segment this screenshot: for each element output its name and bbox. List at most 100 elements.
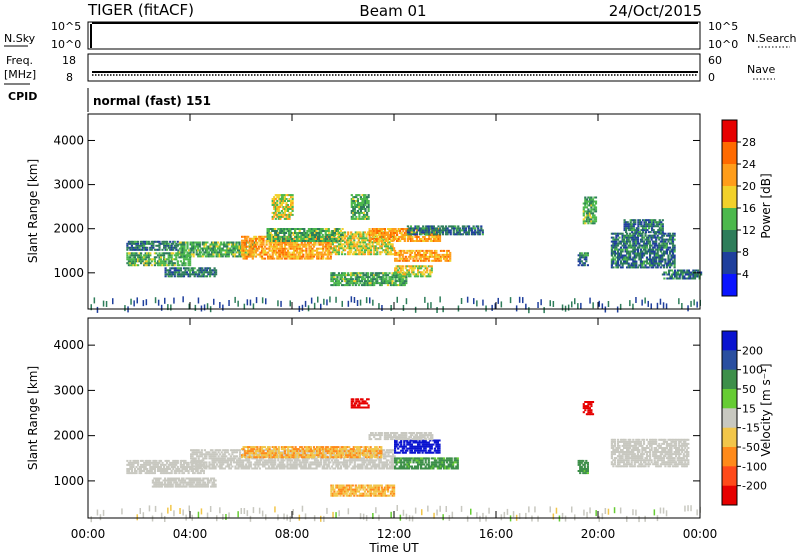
heatmap-cell-1059 [290,243,293,246]
heatmap-cell-1877 [320,228,323,230]
heatmap-cell-2401 [398,251,401,254]
heatmap-cell-2725 [379,276,382,279]
heatmap-cell-3307 [639,262,642,265]
heatmap-cell-2759 [389,284,393,287]
heatmap-cell-1718 [277,232,280,234]
heatmap-cell-3562 [668,234,672,237]
heatmap-cell-3074 [612,240,615,243]
heatmap-cell-87 [149,262,152,265]
heatmap-cell-2086 [408,238,411,240]
heatmap-cell-2820 [405,276,408,279]
heatmap-cell-173 [175,459,178,462]
heatmap-cell-1217 [316,249,319,252]
heatmap-cell-914 [267,247,270,250]
heatmap-cell-3093 [615,260,618,263]
heatmap-cell-3884 [279,204,282,206]
heatmap-cell-561 [232,243,235,246]
heatmap-cell-3149 [621,248,624,251]
heatmap-cell-1098 [296,245,299,248]
heatmap-cell-634 [269,463,272,466]
heatmap-cell-3393 [649,240,652,243]
heatmap-cell-2457 [420,259,423,262]
heatmap-cell-579 [236,245,240,248]
heatmap-cell-2446 [415,253,418,256]
heatmap-cell-1935 [338,234,341,236]
heatmap-cell-582 [258,467,261,470]
heatmap-cell-331 [203,457,206,460]
heatmap-cell-182 [179,470,182,472]
ground-speckle-4096 [154,297,157,304]
heatmap-cell-174 [176,470,179,472]
heatmap-cell-678 [179,275,182,278]
heatmap-cell-1501 [363,249,367,252]
heatmap-cell-1810 [303,230,306,232]
heatmap-cell-3331 [641,238,644,241]
heatmap-cell-764 [215,273,218,276]
heatmap-cell-33 [135,470,138,472]
heatmap-cell-3329 [641,244,644,247]
heatmap-cell-1232 [319,251,322,254]
heatmap-cell-2907 [424,265,427,268]
heatmap-cell-1908 [330,240,333,242]
heatmap-cell-844 [253,237,256,240]
heatmap-cell-3341 [642,246,646,249]
heatmap-cell-1332 [334,241,337,244]
heatmap-cell-3417 [652,246,655,249]
heatmap-cell-0 [126,262,129,265]
heatmap-cell-1270 [325,241,328,244]
heatmap-cell-2424 [407,259,410,262]
heatmap-cell-3254 [633,260,636,263]
heatmap-cell-2003 [383,232,386,234]
heatmap-cell-1056 [290,253,293,256]
heatmap-cell-2228 [419,231,422,234]
heatmap-cell-796 [244,237,247,240]
heatmap-cell-3279 [635,240,638,243]
heatmap-cell-3024 [591,212,595,215]
heatmap-cell-1166 [308,257,311,260]
heatmap-cell-3370 [645,236,649,239]
heatmap-cell-2234 [420,227,423,230]
ground-speckle-4138 [335,296,337,303]
heatmap-cell-2465 [421,249,424,252]
heatmap-cell-1067 [291,251,294,254]
heatmap-cell-648 [169,275,172,278]
heatmap-cell-3364 [645,250,649,253]
heatmap-cell-4062 [364,196,367,199]
heatmap-cell-2835 [398,271,401,274]
heatmap-cell-2681 [367,278,370,281]
heatmap-cell-2419 [404,251,407,254]
heatmap-cell-3492 [661,256,664,259]
heatmap-cell-2027 [391,240,394,242]
heatmap-cell-3306 [639,264,642,267]
heatmap-cell-3316 [639,240,642,243]
heatmap-cell-1242 [320,251,323,254]
heatmap-cell-275 [149,248,152,251]
heatmap-cell-2981 [585,210,588,213]
heatmap-cell-1572 [376,251,379,254]
heatmap-cell-1575 [376,243,379,246]
heatmap-cell-2099 [411,240,414,242]
heatmap-cell-918 [268,257,271,260]
heatmap-cell-2380 [480,227,483,230]
heatmap-cell-2222 [415,227,419,230]
heatmap-cell-2567 [334,280,337,283]
heatmap-cell-271 [146,242,149,245]
heatmap-cell-1981 [377,238,380,240]
heatmap-cell-3936 [286,194,290,197]
heatmap-cell-642 [271,465,274,468]
heatmap-cell-166 [173,461,176,464]
heatmap-cell-1435 [353,241,356,244]
heatmap-cell-869 [259,253,262,256]
heatmap-cell-208 [187,252,190,255]
heatmap-cell-286 [152,240,155,243]
heatmap-cell-2517 [439,259,443,262]
heatmap-cell-3978 [352,211,355,214]
heatmap-cell-472 [210,241,214,244]
heatmap-cell-83 [147,258,150,261]
heatmap-cell-208 [185,461,189,464]
ground-speckle-4104 [188,303,190,310]
heatmap-cell-1920 [333,238,336,240]
heatmap-cell-3738 [661,227,664,230]
heatmap-cell-3313 [639,250,642,253]
heatmap-cell-3144 [621,262,624,265]
